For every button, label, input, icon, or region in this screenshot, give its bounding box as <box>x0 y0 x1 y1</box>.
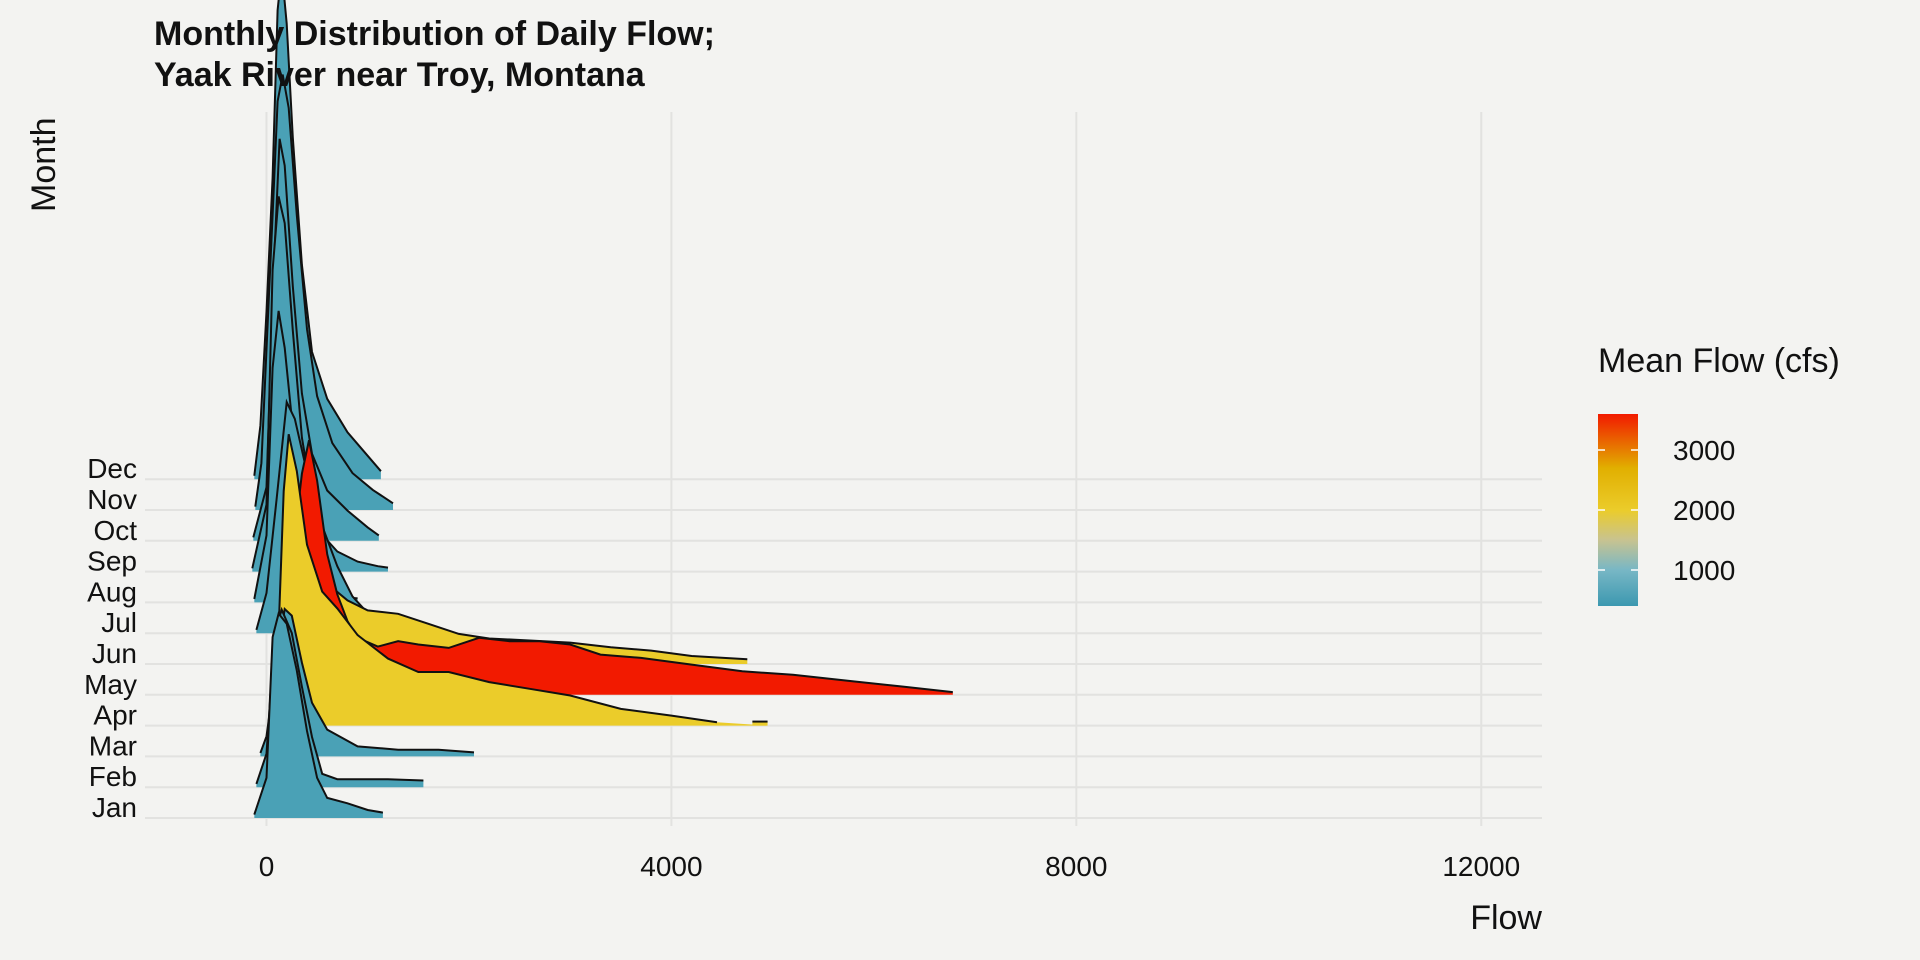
ridge-extra-fill-apr <box>752 721 768 726</box>
ridge-outline-apr <box>268 433 718 724</box>
month-label-mar: Mar <box>89 730 137 761</box>
month-label-oct: Oct <box>93 515 137 546</box>
x-tick-label-12000: 12000 <box>1442 851 1520 882</box>
ridge-fill-jun <box>274 570 748 664</box>
month-label-dec: Dec <box>87 453 137 484</box>
legend-tick-label-2000: 2000 <box>1673 495 1735 526</box>
month-label-sep: Sep <box>87 546 137 577</box>
legend-title: Mean Flow (cfs) <box>1598 342 1840 380</box>
chart-title-line-1: Monthly Distribution of Daily Flow; <box>154 15 715 53</box>
month-label-may: May <box>84 669 137 700</box>
legend-tick-label-3000: 3000 <box>1673 435 1735 466</box>
legend-tick-layer: 1000 2000 3000 <box>1598 435 1735 586</box>
x-tick-label-4000: 4000 <box>640 851 702 882</box>
ridge-outline-nov <box>254 74 394 507</box>
month-label-jan: Jan <box>92 792 137 823</box>
color-legend: Mean Flow (cfs) 1000 2000 3000 <box>1598 342 1840 606</box>
month-label-aug: Aug <box>87 576 137 607</box>
x-tick-label-layer: 0 4000 8000 12000 <box>259 851 1521 882</box>
x-tick-label-0: 0 <box>259 851 275 882</box>
y-axis-title: Month <box>25 118 63 213</box>
ridge-fill-apr <box>269 434 768 726</box>
x-tick-label-8000: 8000 <box>1045 851 1107 882</box>
month-label-feb: Feb <box>89 761 137 792</box>
ridge-outline-sep <box>251 196 389 569</box>
ridge-fill-jan <box>254 613 383 818</box>
month-label-jun: Jun <box>92 638 137 669</box>
legend-tick-label-1000: 1000 <box>1673 555 1735 586</box>
ridge-outline-jan <box>253 611 384 815</box>
ridge-layer <box>251 0 953 818</box>
month-label-apr: Apr <box>93 700 137 731</box>
ridge-outline-dec <box>253 0 382 476</box>
x-axis-title: Flow <box>1470 899 1542 937</box>
chart-title-line-2: Yaak River near Troy, Montana <box>154 56 646 94</box>
ridge-fill-mar <box>260 609 475 757</box>
month-label-jul: Jul <box>101 607 137 638</box>
month-label-nov: Nov <box>87 484 137 515</box>
ridge-outline-may <box>271 439 953 694</box>
